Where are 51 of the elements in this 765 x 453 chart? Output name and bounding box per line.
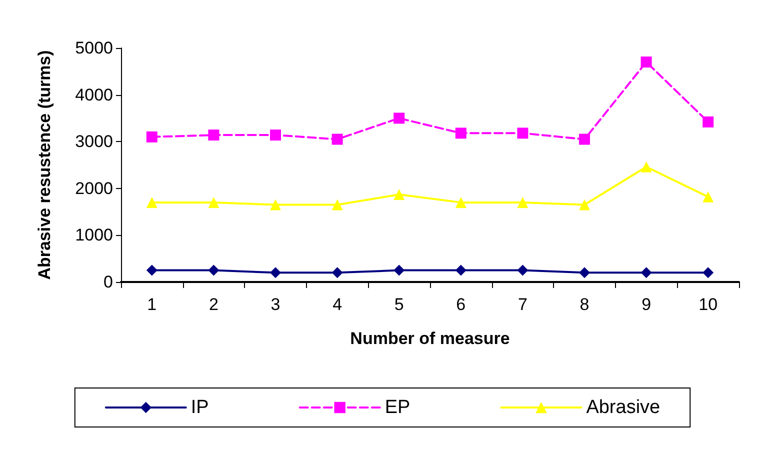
x-tick-label: 9	[642, 295, 652, 314]
point	[640, 161, 652, 172]
x-tick-label: 3	[270, 295, 280, 314]
point	[702, 191, 714, 202]
point	[579, 267, 590, 278]
point	[517, 196, 528, 208]
x-tick-label: 10	[698, 295, 718, 314]
y-axis-title: Abrasive resustence (turms)	[35, 50, 54, 280]
point	[640, 267, 652, 278]
point	[702, 116, 714, 128]
x-tick-label: 6	[456, 295, 466, 314]
y-tick-label: 0	[104, 272, 113, 292]
x-tick-label: 7	[518, 295, 528, 314]
point	[146, 264, 158, 276]
point	[517, 264, 528, 276]
point	[455, 264, 466, 276]
point	[579, 134, 590, 145]
y-tick-label: 4000	[75, 85, 113, 104]
y-tick-label: 2000	[75, 178, 113, 198]
legend-label: IP	[190, 397, 209, 418]
point	[270, 267, 281, 278]
point	[270, 199, 281, 210]
point	[455, 128, 466, 139]
x-tick-label: 1	[147, 295, 157, 314]
point	[208, 130, 220, 141]
point	[640, 56, 652, 68]
y-tick-label: 5000	[75, 38, 113, 58]
point	[455, 196, 466, 208]
point	[208, 264, 220, 276]
point	[146, 196, 158, 208]
point	[146, 131, 158, 142]
x-tick-label: 2	[208, 295, 218, 314]
point	[394, 112, 405, 124]
x-tick-label: 4	[332, 295, 342, 314]
point	[517, 128, 528, 139]
x-tick-label: 8	[580, 295, 590, 314]
point	[394, 188, 405, 200]
point	[270, 130, 281, 141]
point	[702, 267, 714, 278]
y-tick-label: 1000	[75, 226, 113, 245]
x-tick-label: 5	[394, 295, 404, 314]
legend-label: Abrasive	[586, 397, 660, 418]
point	[332, 199, 343, 210]
point	[208, 196, 220, 208]
point	[332, 267, 343, 278]
x-axis-title: Number of measure	[350, 329, 510, 348]
y-tick-label: 3000	[75, 132, 113, 152]
point	[394, 264, 405, 276]
point	[579, 199, 590, 210]
legend-label: EP	[384, 397, 410, 418]
point	[332, 134, 343, 145]
